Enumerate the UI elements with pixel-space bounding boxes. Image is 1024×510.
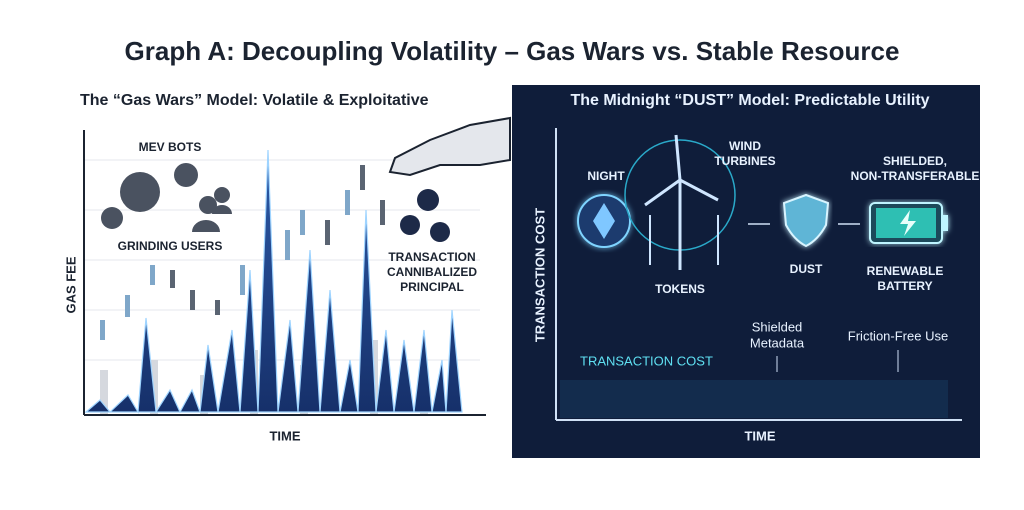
gear-icons [101,163,232,232]
axes [83,130,486,416]
label-line: SHIELDED, [883,154,947,168]
label-line: TRANSACTION [388,250,475,264]
hand-icon [388,116,511,242]
label-line: NON-TRANSFERABLE [851,169,980,183]
annotation-ticks [776,350,899,372]
gas-spikes [84,149,463,414]
panel-title: The “Gas Wars” Model: Volatile & Exploit… [80,92,429,109]
label-line: BATTERY [877,279,932,293]
wind-turbines [624,134,736,270]
battery-icon [869,202,948,244]
y-axis-label: GAS FEE [63,256,78,313]
axes [555,128,962,421]
night-token-icon [577,194,631,248]
label-line: WIND [729,139,761,153]
page-title: Graph A: Decoupling Volatility – Gas War… [125,36,900,66]
label-line: Shielded [752,319,803,334]
shield-icon [782,193,830,248]
grinding-users-label: GRINDING USERS [118,239,223,253]
panel-title: The Midnight “DUST” Model: Predictable U… [570,92,929,109]
label-line: Metadata [750,335,805,350]
cost-area [560,380,948,418]
right-panel: The Midnight “DUST” Model: Predictable U… [512,85,980,458]
candlesticks [100,165,385,340]
label-line: RENEWABLE [867,264,944,278]
friction-free-label: Friction-Free Use [848,328,948,343]
y-axis-label: TRANSACTION COST [532,208,547,342]
night-label: NIGHT [587,169,625,183]
left-panel: The “Gas Wars” Model: Volatile & Exploit… [63,92,511,443]
tokens-label: TOKENS [655,282,705,296]
x-axis-label: TIME [744,428,775,443]
label-line: PRINCIPAL [400,280,464,294]
dust-label: DUST [790,262,823,276]
label-line: TURBINES [714,154,775,168]
label-line: CANNIBALIZED [387,265,477,279]
cost-line-label: TRANSACTION COST [580,353,713,368]
mev-bots-label: MEV BOTS [139,140,202,154]
x-axis-label: TIME [269,428,300,443]
